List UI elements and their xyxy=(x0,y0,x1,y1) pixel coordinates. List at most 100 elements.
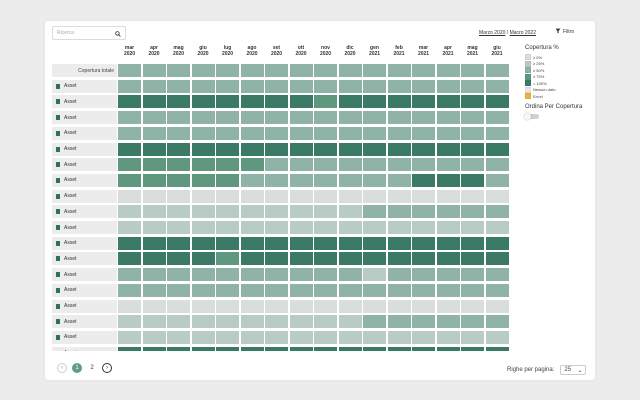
coverage-cell[interactable] xyxy=(216,268,239,282)
coverage-cell[interactable] xyxy=(265,268,288,282)
coverage-cell[interactable] xyxy=(240,79,264,93)
coverage-cell[interactable] xyxy=(240,330,264,344)
coverage-cell[interactable] xyxy=(314,142,337,156)
coverage-cell[interactable] xyxy=(387,283,411,297)
coverage-cell[interactable] xyxy=(289,173,313,187)
coverage-cell[interactable] xyxy=(363,111,386,125)
coverage-cell[interactable] xyxy=(436,126,460,140)
coverage-cell[interactable] xyxy=(485,205,509,219)
coverage-cell[interactable] xyxy=(461,173,484,187)
coverage-cell[interactable] xyxy=(314,283,337,297)
coverage-cell[interactable] xyxy=(240,95,264,109)
coverage-cell[interactable] xyxy=(412,142,435,156)
coverage-cell[interactable] xyxy=(118,95,141,109)
coverage-cell[interactable] xyxy=(436,79,460,93)
coverage-cell[interactable] xyxy=(240,315,264,329)
asset-row-label[interactable]: Asset xyxy=(52,95,117,109)
coverage-cell[interactable] xyxy=(216,111,239,125)
coverage-cell[interactable] xyxy=(216,142,239,156)
coverage-cell[interactable] xyxy=(461,142,484,156)
coverage-cell[interactable] xyxy=(240,252,264,266)
coverage-cell[interactable] xyxy=(461,126,484,140)
coverage-cell[interactable] xyxy=(265,79,288,93)
asset-row-label[interactable]: Asset xyxy=(52,158,117,172)
coverage-cell[interactable] xyxy=(363,315,386,329)
coverage-cell[interactable] xyxy=(167,346,190,351)
asset-row-label[interactable]: Asset xyxy=(52,221,117,234)
range-end-link[interactable]: Marzo 2022 xyxy=(509,30,536,36)
coverage-cell[interactable] xyxy=(338,158,362,172)
coverage-cell[interactable] xyxy=(363,205,386,219)
coverage-cell[interactable] xyxy=(191,142,215,156)
coverage-cell[interactable] xyxy=(240,111,264,125)
coverage-cell[interactable] xyxy=(191,79,215,93)
coverage-cell[interactable] xyxy=(338,315,362,329)
coverage-cell[interactable] xyxy=(461,158,484,172)
coverage-cell[interactable] xyxy=(314,173,337,187)
coverage-cell[interactable] xyxy=(142,95,166,109)
coverage-cell[interactable] xyxy=(436,252,460,266)
coverage-cell[interactable] xyxy=(289,189,313,203)
coverage-cell[interactable] xyxy=(289,142,313,156)
coverage-cell[interactable] xyxy=(191,268,215,282)
coverage-cell[interactable] xyxy=(363,221,386,234)
coverage-cell[interactable] xyxy=(167,142,190,156)
coverage-cell[interactable] xyxy=(461,95,484,109)
coverage-cell[interactable] xyxy=(387,173,411,187)
total-coverage-cell[interactable] xyxy=(289,64,313,77)
coverage-cell[interactable] xyxy=(412,346,435,351)
total-coverage-cell[interactable] xyxy=(265,64,288,77)
asset-row-label[interactable]: Asset xyxy=(52,299,117,313)
coverage-cell[interactable] xyxy=(289,221,313,234)
coverage-cell[interactable] xyxy=(461,111,484,125)
coverage-cell[interactable] xyxy=(461,268,484,282)
coverage-cell[interactable] xyxy=(191,205,215,219)
coverage-cell[interactable] xyxy=(485,158,509,172)
coverage-cell[interactable] xyxy=(240,268,264,282)
coverage-cell[interactable] xyxy=(118,330,141,344)
coverage-cell[interactable] xyxy=(216,252,239,266)
coverage-cell[interactable] xyxy=(289,252,313,266)
coverage-cell[interactable] xyxy=(216,189,239,203)
coverage-cell[interactable] xyxy=(338,299,362,313)
coverage-cell[interactable] xyxy=(240,236,264,250)
coverage-cell[interactable] xyxy=(387,299,411,313)
coverage-cell[interactable] xyxy=(461,330,484,344)
coverage-cell[interactable] xyxy=(461,221,484,234)
coverage-cell[interactable] xyxy=(412,252,435,266)
coverage-cell[interactable] xyxy=(240,221,264,234)
coverage-cell[interactable] xyxy=(142,346,166,351)
coverage-cell[interactable] xyxy=(240,346,264,351)
asset-row-label[interactable]: Asset xyxy=(52,330,117,344)
coverage-cell[interactable] xyxy=(363,173,386,187)
coverage-cell[interactable] xyxy=(338,126,362,140)
coverage-cell[interactable] xyxy=(387,236,411,250)
coverage-cell[interactable] xyxy=(191,189,215,203)
coverage-cell[interactable] xyxy=(412,158,435,172)
total-coverage-cell[interactable] xyxy=(412,64,435,77)
search-icon[interactable] xyxy=(115,24,121,42)
coverage-cell[interactable] xyxy=(167,252,190,266)
coverage-cell[interactable] xyxy=(314,189,337,203)
coverage-cell[interactable] xyxy=(118,111,141,125)
coverage-cell[interactable] xyxy=(412,95,435,109)
coverage-cell[interactable] xyxy=(363,95,386,109)
coverage-cell[interactable] xyxy=(485,346,509,351)
coverage-cell[interactable] xyxy=(338,221,362,234)
coverage-cell[interactable] xyxy=(167,221,190,234)
coverage-cell[interactable] xyxy=(216,205,239,219)
coverage-cell[interactable] xyxy=(387,346,411,351)
coverage-cell[interactable] xyxy=(363,346,386,351)
coverage-cell[interactable] xyxy=(191,299,215,313)
coverage-cell[interactable] xyxy=(363,142,386,156)
coverage-cell[interactable] xyxy=(191,158,215,172)
coverage-cell[interactable] xyxy=(118,79,141,93)
coverage-cell[interactable] xyxy=(289,268,313,282)
asset-row-label[interactable]: Asset xyxy=(52,111,117,125)
coverage-cell[interactable] xyxy=(142,79,166,93)
coverage-cell[interactable] xyxy=(436,283,460,297)
coverage-cell[interactable] xyxy=(142,205,166,219)
total-coverage-cell[interactable] xyxy=(216,64,239,77)
coverage-cell[interactable] xyxy=(191,221,215,234)
coverage-cell[interactable] xyxy=(461,315,484,329)
